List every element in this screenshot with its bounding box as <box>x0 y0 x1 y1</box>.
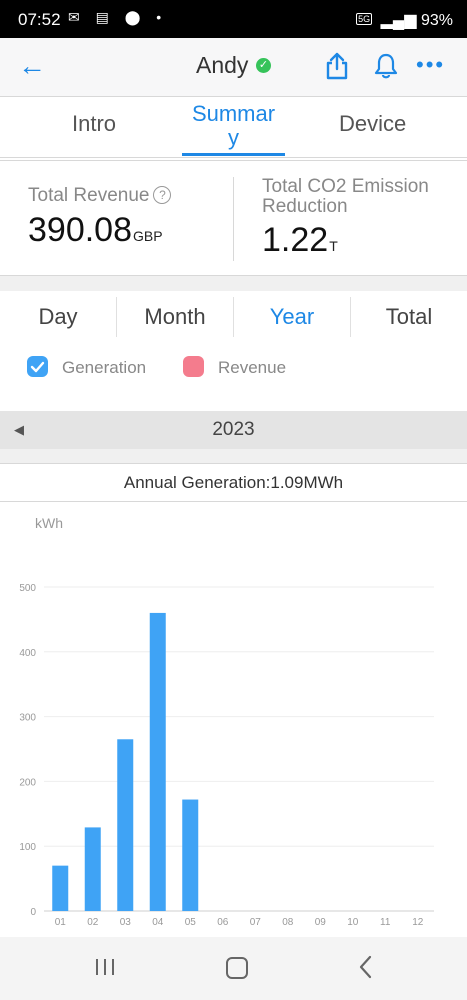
back-arrow-icon[interactable]: ← <box>18 50 46 81</box>
y-axis-label: kWh <box>35 515 63 531</box>
x-tick-label: 04 <box>152 917 164 928</box>
system-nav-bar <box>0 937 467 1000</box>
y-tick-label: 500 <box>19 583 36 594</box>
period-divider <box>116 297 117 337</box>
tab-device[interactable]: Device <box>339 111 407 136</box>
x-tick-label: 07 <box>250 917 262 928</box>
period-total[interactable]: Total <box>385 304 433 329</box>
recent-apps-icon[interactable] <box>95 958 115 976</box>
y-tick-label: 100 <box>19 842 36 853</box>
x-tick-label: 06 <box>217 917 229 928</box>
x-tick-label: 10 <box>347 917 359 928</box>
x-tick-label: 05 <box>185 917 197 928</box>
bar-03[interactable] <box>117 739 134 911</box>
x-tick-label: 02 <box>87 917 99 928</box>
status-right: 5G ▂▄▆ 93% <box>356 10 453 30</box>
x-tick-label: 11 <box>380 917 391 928</box>
status-time: 07:52 <box>18 10 61 29</box>
selected-year[interactable]: 2023 <box>212 419 255 440</box>
co2-reduction-number: 1.22 <box>262 221 329 259</box>
tab-summary[interactable]: Summar y <box>191 101 276 150</box>
tab-bar: Intro Summar y Device <box>0 97 467 158</box>
tab-intro[interactable]: Intro <box>72 111 117 136</box>
section-gap <box>0 275 467 291</box>
co2-reduction-value: 1.22T <box>262 221 338 260</box>
share-icon[interactable] <box>325 52 349 80</box>
x-tick-label: 03 <box>120 917 132 928</box>
status-bar: 07:52 ✉ ▤ ⬤ • 5G ▂▄▆ 93% <box>0 0 467 38</box>
more-options-icon[interactable]: ••• <box>416 52 446 77</box>
y-tick-label: 400 <box>19 648 36 659</box>
period-day[interactable]: Day <box>38 304 78 329</box>
checkbox-unchecked-icon[interactable] <box>183 356 204 377</box>
signal-icon: ▂▄▆ <box>380 12 417 29</box>
legend-generation-label: Generation <box>62 358 147 377</box>
bar-01[interactable] <box>52 865 69 911</box>
summary-metrics: Total Revenue? 390.08GBP Total CO2 Emiss… <box>0 161 467 274</box>
y-tick-label: 200 <box>19 777 36 788</box>
total-revenue-label-text: Total Revenue <box>28 185 150 206</box>
year-selector: ◀ 2023 <box>0 411 467 449</box>
annual-generation: Annual Generation:1.09MWh <box>0 463 467 502</box>
bar-04[interactable] <box>149 612 166 911</box>
verified-check-icon: ✓ <box>256 58 271 73</box>
co2-reduction-label: Total CO2 Emission Reduction <box>262 176 429 217</box>
period-selector: Day Month Year Total <box>0 291 467 343</box>
home-icon[interactable] <box>226 957 248 979</box>
period-year[interactable]: Year <box>269 304 315 329</box>
bar-02[interactable] <box>84 827 101 911</box>
total-revenue-value: 390.08GBP <box>28 211 163 250</box>
metrics-divider <box>233 177 234 261</box>
period-divider <box>350 297 351 337</box>
page-title: Andy <box>196 52 249 78</box>
network-type: 5G <box>356 13 373 25</box>
x-tick-label: 12 <box>412 917 424 928</box>
system-back-icon[interactable] <box>357 955 375 979</box>
help-icon[interactable]: ? <box>153 186 172 204</box>
total-revenue-label: Total Revenue? <box>28 185 172 206</box>
x-tick-label: 09 <box>315 917 327 928</box>
generation-bar-chart: kWh 0 100 200 300 400 500 01 02 03 04 05 06 07 08 09 10… <box>19 515 434 928</box>
x-tick-label: 08 <box>282 917 294 928</box>
period-divider <box>233 297 234 337</box>
previous-year-icon[interactable]: ◀ <box>14 422 24 437</box>
checkbox-checked-icon[interactable] <box>27 356 48 377</box>
bell-icon[interactable] <box>373 52 399 80</box>
battery-level: 93% <box>420 12 453 29</box>
app-bar: ← Andy ✓ ••• <box>0 38 467 97</box>
active-tab-indicator <box>182 153 285 156</box>
divider <box>0 160 467 161</box>
bar-05[interactable] <box>182 799 199 911</box>
co2-reduction-unit: T <box>329 238 338 254</box>
section-gap <box>0 449 467 463</box>
y-tick-label: 0 <box>30 907 36 918</box>
y-tick-label: 300 <box>19 713 36 724</box>
x-tick-label: 01 <box>55 917 67 928</box>
total-revenue-number: 390.08 <box>28 211 132 249</box>
legend-revenue-label: Revenue <box>218 358 287 377</box>
total-revenue-unit: GBP <box>133 228 163 244</box>
period-month[interactable]: Month <box>144 304 206 329</box>
notification-icons: ✉ ▤ ⬤ • <box>68 9 168 25</box>
